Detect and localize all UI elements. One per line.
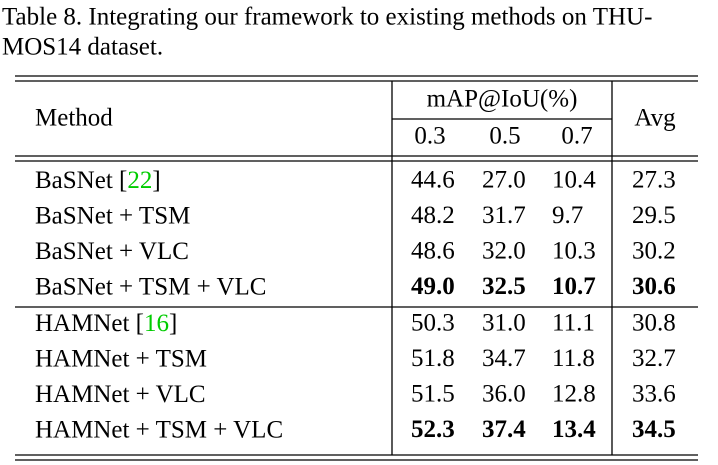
value-cell: 32.0 [482, 238, 526, 265]
citation[interactable]: 16 [144, 310, 169, 337]
caption-line: Table 8. Integrating our framework to ex… [2, 4, 652, 31]
value-cell: 51.8 [411, 345, 455, 372]
value-cell: 11.1 [552, 310, 595, 337]
header-avg: Avg [634, 105, 676, 132]
method-name: HAMNet + VLC [35, 381, 206, 408]
header-subcolumn: 0.3 [414, 123, 445, 150]
caption-line: MOS14 dataset. [2, 34, 163, 61]
value-cell: 10.7 [552, 273, 596, 300]
method-cell: BaSNet [22] [35, 167, 161, 194]
value-cell: 50.3 [411, 310, 455, 337]
value-cell: 12.8 [552, 381, 596, 408]
header-subcolumn: 0.5 [489, 123, 520, 150]
value-cell: 13.4 [552, 416, 596, 443]
method-name: BaSNet + VLC [35, 238, 189, 265]
avg-cell: 33.6 [632, 381, 676, 408]
method-cell: BaSNet + TSM + VLC [35, 273, 266, 300]
method-name: HAMNet + TSM + VLC [35, 416, 283, 443]
method-bracket: ] [169, 310, 177, 337]
header-subcolumn: 0.7 [561, 123, 592, 150]
method-bracket: ] [152, 167, 160, 194]
method-cell: BaSNet + TSM [35, 202, 190, 229]
method-name: HAMNet [ [35, 310, 144, 337]
method-name: BaSNet [ [35, 167, 127, 194]
method-name: BaSNet + TSM + VLC [35, 273, 266, 300]
value-cell: 34.7 [482, 345, 526, 372]
avg-cell: 30.8 [632, 310, 676, 337]
value-cell: 49.0 [411, 273, 455, 300]
method-cell: HAMNet + TSM [35, 345, 207, 372]
value-cell: 37.4 [482, 416, 526, 443]
value-cell: 36.0 [482, 381, 526, 408]
method-name: HAMNet + TSM [35, 345, 207, 372]
value-cell: 27.0 [482, 167, 526, 194]
value-cell: 11.8 [552, 345, 595, 372]
method-cell: HAMNet + TSM + VLC [35, 416, 283, 443]
header-group: mAP@IoU(%) [427, 86, 578, 113]
value-cell: 10.3 [552, 238, 596, 265]
value-cell: 10.4 [552, 167, 596, 194]
avg-cell: 32.7 [632, 345, 676, 372]
citation[interactable]: 22 [127, 167, 152, 194]
value-cell: 48.6 [411, 238, 455, 265]
value-cell: 52.3 [411, 416, 455, 443]
method-cell: BaSNet + VLC [35, 238, 189, 265]
value-cell: 51.5 [411, 381, 455, 408]
avg-cell: 30.2 [632, 238, 676, 265]
method-cell: HAMNet + VLC [35, 381, 206, 408]
value-cell: 44.6 [411, 167, 455, 194]
value-cell: 48.2 [411, 202, 455, 229]
method-cell: HAMNet [16] [35, 310, 177, 337]
value-cell: 9.7 [552, 202, 583, 229]
header-method: Method [35, 105, 113, 132]
avg-cell: 34.5 [632, 416, 676, 443]
value-cell: 31.0 [482, 310, 526, 337]
value-cell: 31.7 [482, 202, 526, 229]
avg-cell: 29.5 [632, 202, 676, 229]
method-name: BaSNet + TSM [35, 202, 190, 229]
avg-cell: 30.6 [632, 273, 676, 300]
value-cell: 32.5 [482, 273, 526, 300]
avg-cell: 27.3 [632, 167, 676, 194]
